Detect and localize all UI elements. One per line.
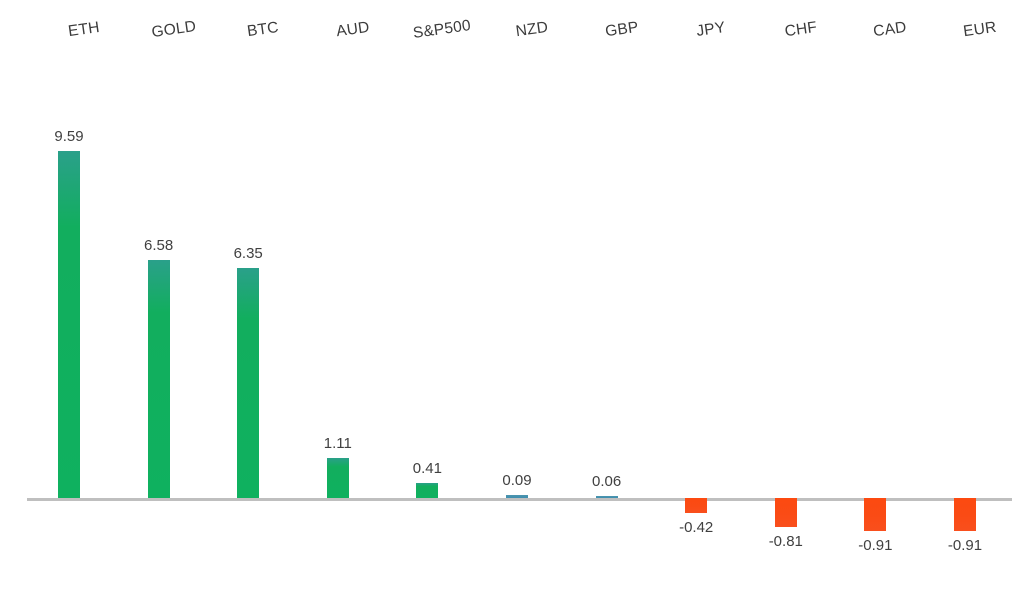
- bar-btc[interactable]: [237, 268, 260, 498]
- zero-baseline-axis: [27, 498, 1012, 501]
- value-label-chf: -0.81: [768, 533, 803, 551]
- value-label-gold: 6.58: [143, 236, 174, 254]
- bar-gbp[interactable]: [595, 495, 618, 498]
- bar-jpy[interactable]: [685, 498, 708, 514]
- bar-chf[interactable]: [774, 498, 797, 528]
- value-label-btc: 6.35: [233, 245, 263, 263]
- bar-gold[interactable]: [147, 259, 170, 498]
- value-label-gbp: 0.06: [591, 472, 622, 490]
- bar-aud[interactable]: [326, 457, 349, 498]
- value-label-eur: -0.91: [947, 536, 983, 554]
- value-label-eth: 9.59: [54, 127, 84, 145]
- bar-nzd[interactable]: [506, 494, 528, 498]
- value-label-nzd: 0.09: [502, 471, 532, 489]
- bar-cad[interactable]: [864, 498, 887, 531]
- bar-s-p500[interactable]: [416, 483, 439, 498]
- value-label-jpy: -0.42: [679, 519, 714, 537]
- value-label-s-p500: 0.41: [412, 460, 442, 478]
- value-label-aud: 1.11: [323, 434, 352, 452]
- bar-eth[interactable]: [58, 150, 80, 498]
- value-label-cad: -0.91: [858, 536, 893, 554]
- bar-eur[interactable]: [954, 498, 976, 531]
